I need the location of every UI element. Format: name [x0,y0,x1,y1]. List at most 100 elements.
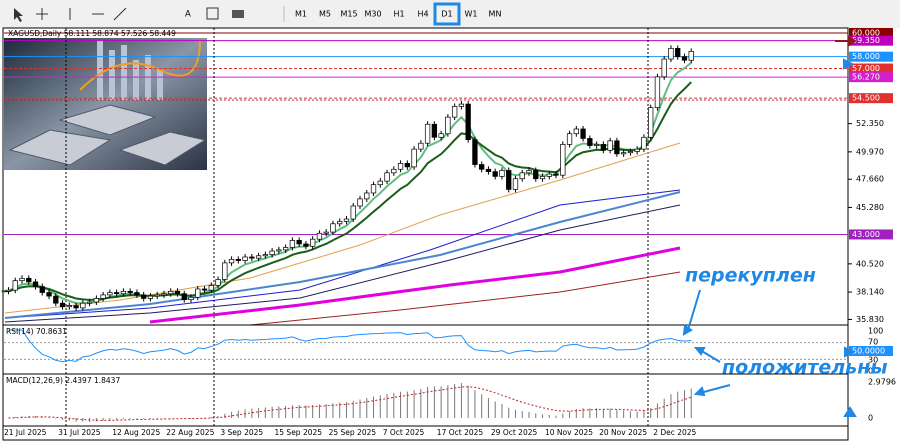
crosshair-tool[interactable] [36,8,48,20]
timeframe-button[interactable]: H1 [393,10,404,19]
level-box [849,35,893,46]
timeframe-button[interactable]: M5 [319,10,331,19]
price-label: 38.140 [856,288,884,297]
candle [668,48,674,60]
candle [661,58,667,78]
candle [634,148,640,152]
candle [343,218,350,222]
timeframe-button[interactable]: D1 [441,10,452,19]
candle [86,301,93,304]
candle [607,140,613,151]
timeframe-button[interactable]: MN [489,10,502,19]
date-label: 10 Nov 2025 [545,428,593,437]
candle [59,302,66,308]
candle [154,294,160,297]
date-label: 7 Oct 2025 [383,428,425,437]
candle [174,290,181,295]
ma-line [4,204,681,323]
candle [438,133,444,138]
candle [681,56,688,61]
candle [539,176,546,180]
candle [276,249,282,252]
candle [364,192,370,200]
level-label: 43.000 [852,230,880,239]
candle [19,277,25,282]
candle [566,133,573,145]
timeframe-button[interactable]: H4 [417,10,428,19]
level-label: 57.000 [852,64,880,73]
level-label: 56.270 [852,73,880,82]
cursor-tool[interactable] [14,8,23,22]
candle [181,293,187,300]
candle [451,106,458,118]
candle [26,277,32,283]
date-label: 20 Nov 2025 [599,428,647,437]
candle [242,256,248,261]
candle [147,295,154,299]
candle [465,103,471,140]
candle [73,305,79,309]
shape-tool[interactable] [232,10,244,18]
candle [32,281,39,287]
label-tool[interactable] [206,7,219,20]
timeframe-button[interactable]: M1 [295,10,307,19]
candle [127,290,133,293]
candle [533,170,539,180]
candle [526,170,532,174]
date-label: 22 Aug 2025 [166,428,214,437]
date-label: 3 Sep 2025 [220,428,263,437]
candle [296,240,302,245]
level-box [849,93,893,104]
date-label: 12 Aug 2025 [112,428,160,437]
line-tools[interactable] [69,7,127,21]
candle [235,258,241,261]
candle [289,240,296,248]
annotation: положительны [722,357,888,379]
timeframe-button[interactable]: M15 [340,10,357,19]
candle [5,289,12,292]
candle [262,254,269,257]
candle [506,170,512,190]
date-label: 29 Oct 2025 [491,428,538,437]
candle [316,232,323,240]
candle [580,128,586,139]
candle [411,148,417,168]
timeframe-button[interactable]: M30 [364,10,381,19]
rsi-tick: 0 [868,367,873,376]
candle [255,255,262,259]
text-tool[interactable]: A [185,10,191,20]
candle [620,152,627,155]
candle [195,288,201,298]
rsi-tick: 100 [868,327,883,336]
macd-signal [8,386,692,421]
candle [107,292,113,296]
price-label: 47.660 [856,175,884,184]
candle [303,243,309,247]
candle [560,144,566,176]
candle [593,144,600,146]
rsi-box [849,346,893,356]
candle [458,103,465,107]
candle [228,258,235,264]
candle [553,173,559,176]
candle [93,298,100,303]
level-box [849,63,893,74]
candle [445,116,451,135]
date-label: 21 Jul 2025 [4,428,47,437]
price-label: 49.970 [856,147,884,156]
arrows [682,35,857,417]
date-label: 25 Sep 2025 [329,428,377,437]
candle [519,172,525,180]
candle [141,294,147,299]
macd-header: MACD(12,26,9) 2.4397 1.8437 [6,376,120,385]
chart-header: XAGUSD,Daily 58.111 58.874 57.526 58.449 [8,29,176,38]
candle [208,285,214,291]
candle [350,205,356,220]
candle [587,138,593,146]
price-label: 40.520 [856,259,884,268]
candle [188,296,194,300]
candle [479,164,485,170]
candle [222,262,228,280]
timeframe-button[interactable]: W1 [465,10,478,19]
